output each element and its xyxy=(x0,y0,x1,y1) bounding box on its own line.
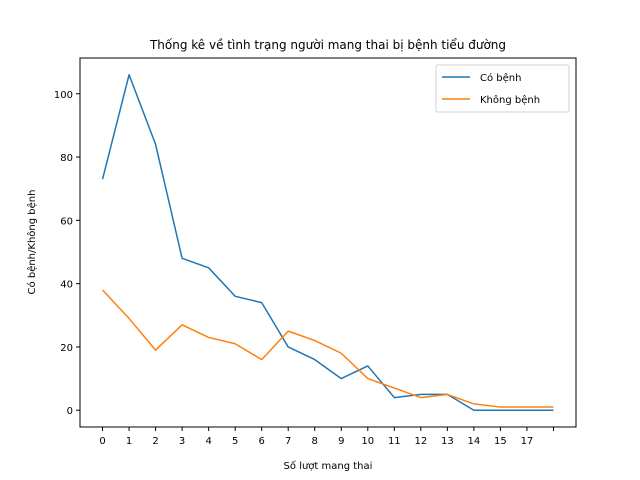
x-tick-label: 5 xyxy=(232,436,238,447)
x-tick-label: 1 xyxy=(126,436,132,447)
x-tick-label: 11 xyxy=(388,436,401,447)
x-tick-label: 4 xyxy=(205,436,211,447)
legend: Có bệnh Không bệnh xyxy=(435,64,570,113)
x-tick-label: 0 xyxy=(99,436,105,447)
x-tick-label: 15 xyxy=(494,436,507,447)
x-tick-label: 7 xyxy=(285,436,291,447)
x-tick-label: 14 xyxy=(468,436,481,447)
series-line-2 xyxy=(102,289,554,408)
plot-area xyxy=(101,74,554,411)
y-tick-label: 100 xyxy=(54,90,73,101)
plot-frame xyxy=(79,57,577,428)
x-tick-label: 12 xyxy=(414,436,427,447)
legend-label-2: Không bệnh xyxy=(480,94,540,106)
x-tick-label: 3 xyxy=(179,436,185,447)
y-tick-label: 60 xyxy=(60,216,73,227)
x-axis-title: Số lượt mang thai xyxy=(284,460,373,472)
legend-label-1: Có bệnh xyxy=(480,72,521,84)
x-tick-label: 6 xyxy=(259,436,265,447)
y-tick-label: 40 xyxy=(60,280,73,291)
x-tick-label: 9 xyxy=(338,436,344,447)
x-tick-label: 13 xyxy=(441,436,454,447)
chart-title: Thống kê về tình trạng người mang thai b… xyxy=(149,38,506,52)
x-tick-label: 8 xyxy=(312,436,318,447)
y-tick-label: 80 xyxy=(60,153,73,164)
y-tick-label: 0 xyxy=(67,406,73,417)
series-line-1 xyxy=(101,74,554,411)
y-axis: 0 20 40 60 80 100 xyxy=(54,90,80,417)
x-axis: 0 1 2 3 4 5 6 7 8 9 10 11 12 13 14 15 17 xyxy=(99,427,554,447)
x-tick-label: 10 xyxy=(361,436,374,447)
y-axis-title: Có bệnh/Không bệnh xyxy=(26,190,38,295)
x-tick-label: 17 xyxy=(521,436,534,447)
y-tick-label: 20 xyxy=(60,343,73,354)
x-tick-label: 2 xyxy=(152,436,158,447)
